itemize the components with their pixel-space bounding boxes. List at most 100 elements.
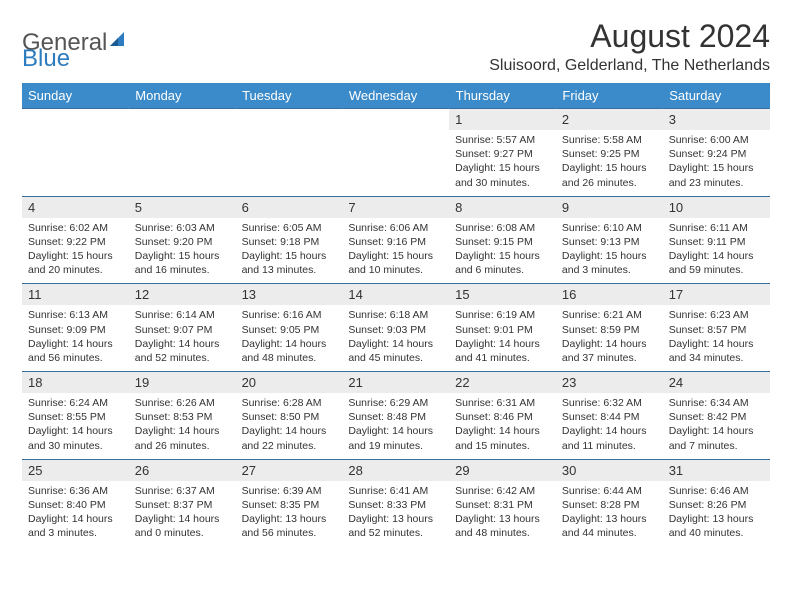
day-number-cell: 28 xyxy=(342,459,449,481)
sunrise-text: Sunrise: 6:24 AM xyxy=(28,396,123,410)
day-number-cell: 24 xyxy=(663,372,770,394)
day-number-cell: 8 xyxy=(449,196,556,218)
day-number-cell: 5 xyxy=(129,196,236,218)
daylight-text-2: and 59 minutes. xyxy=(669,263,764,277)
day-number-cell: 29 xyxy=(449,459,556,481)
day-content-cell: Sunrise: 6:23 AMSunset: 8:57 PMDaylight:… xyxy=(663,305,770,371)
day-content-cell: Sunrise: 5:57 AMSunset: 9:27 PMDaylight:… xyxy=(449,130,556,196)
sunset-text: Sunset: 9:24 PM xyxy=(669,147,764,161)
daylight-text-1: Daylight: 13 hours xyxy=(242,512,337,526)
daylight-text-1: Daylight: 14 hours xyxy=(242,424,337,438)
sunset-text: Sunset: 8:50 PM xyxy=(242,410,337,424)
daylight-text-2: and 19 minutes. xyxy=(348,439,443,453)
daylight-text-2: and 26 minutes. xyxy=(562,176,657,190)
day-number-cell: 10 xyxy=(663,196,770,218)
daylight-text-2: and 30 minutes. xyxy=(455,176,550,190)
day-number-cell: 31 xyxy=(663,459,770,481)
sunset-text: Sunset: 8:40 PM xyxy=(28,498,123,512)
daylight-text-2: and 22 minutes. xyxy=(242,439,337,453)
day-content-cell xyxy=(22,130,129,196)
daylight-text-2: and 3 minutes. xyxy=(562,263,657,277)
calendar-page: General August 2024 Sluisoord, Gelderlan… xyxy=(0,0,792,565)
day-number-cell: 18 xyxy=(22,372,129,394)
day-content-cell: Sunrise: 6:44 AMSunset: 8:28 PMDaylight:… xyxy=(556,481,663,547)
daylight-text-1: Daylight: 15 hours xyxy=(455,249,550,263)
day-content-cell: Sunrise: 6:21 AMSunset: 8:59 PMDaylight:… xyxy=(556,305,663,371)
sunrise-text: Sunrise: 6:14 AM xyxy=(135,308,230,322)
day-content-cell: Sunrise: 6:37 AMSunset: 8:37 PMDaylight:… xyxy=(129,481,236,547)
day-content-cell: Sunrise: 6:11 AMSunset: 9:11 PMDaylight:… xyxy=(663,218,770,284)
sunrise-text: Sunrise: 6:31 AM xyxy=(455,396,550,410)
day-content-cell: Sunrise: 6:31 AMSunset: 8:46 PMDaylight:… xyxy=(449,393,556,459)
location: Sluisoord, Gelderland, The Netherlands xyxy=(489,57,770,75)
day-number-cell: 16 xyxy=(556,284,663,306)
logo-text-blue: Blue xyxy=(22,45,70,73)
daylight-text-2: and 23 minutes. xyxy=(669,176,764,190)
day-number-cell: 4 xyxy=(22,196,129,218)
daylight-text-1: Daylight: 15 hours xyxy=(562,249,657,263)
sunrise-text: Sunrise: 6:10 AM xyxy=(562,221,657,235)
daylight-text-2: and 11 minutes. xyxy=(562,439,657,453)
day-number-cell: 20 xyxy=(236,372,343,394)
day-number-row: 18192021222324 xyxy=(22,372,770,394)
sunset-text: Sunset: 9:16 PM xyxy=(348,235,443,249)
weekday-header: Thursday xyxy=(449,83,556,109)
daylight-text-1: Daylight: 14 hours xyxy=(669,337,764,351)
day-number-cell: 7 xyxy=(342,196,449,218)
daylight-text-2: and 10 minutes. xyxy=(348,263,443,277)
sunset-text: Sunset: 8:57 PM xyxy=(669,323,764,337)
daylight-text-1: Daylight: 14 hours xyxy=(348,337,443,351)
sunrise-text: Sunrise: 6:37 AM xyxy=(135,484,230,498)
sunset-text: Sunset: 9:20 PM xyxy=(135,235,230,249)
sunset-text: Sunset: 9:01 PM xyxy=(455,323,550,337)
daylight-text-1: Daylight: 15 hours xyxy=(28,249,123,263)
month-title: August 2024 xyxy=(489,18,770,55)
daylight-text-1: Daylight: 14 hours xyxy=(28,337,123,351)
day-number-cell: 30 xyxy=(556,459,663,481)
day-content-cell: Sunrise: 6:06 AMSunset: 9:16 PMDaylight:… xyxy=(342,218,449,284)
daylight-text-2: and 40 minutes. xyxy=(669,526,764,540)
weekday-header: Monday xyxy=(129,83,236,109)
sunrise-text: Sunrise: 6:39 AM xyxy=(242,484,337,498)
daylight-text-2: and 44 minutes. xyxy=(562,526,657,540)
daylight-text-1: Daylight: 15 hours xyxy=(562,161,657,175)
day-number-cell xyxy=(129,109,236,131)
day-content-cell: Sunrise: 6:14 AMSunset: 9:07 PMDaylight:… xyxy=(129,305,236,371)
daylight-text-2: and 20 minutes. xyxy=(28,263,123,277)
daylight-text-1: Daylight: 15 hours xyxy=(455,161,550,175)
daylight-text-1: Daylight: 15 hours xyxy=(242,249,337,263)
day-content-cell: Sunrise: 6:03 AMSunset: 9:20 PMDaylight:… xyxy=(129,218,236,284)
weekday-header: Saturday xyxy=(663,83,770,109)
daylight-text-2: and 13 minutes. xyxy=(242,263,337,277)
sunrise-text: Sunrise: 6:13 AM xyxy=(28,308,123,322)
day-number-cell: 27 xyxy=(236,459,343,481)
sunset-text: Sunset: 9:18 PM xyxy=(242,235,337,249)
day-content-cell: Sunrise: 6:18 AMSunset: 9:03 PMDaylight:… xyxy=(342,305,449,371)
sunrise-text: Sunrise: 6:41 AM xyxy=(348,484,443,498)
day-number-cell: 14 xyxy=(342,284,449,306)
sunrise-text: Sunrise: 6:21 AM xyxy=(562,308,657,322)
sunset-text: Sunset: 8:42 PM xyxy=(669,410,764,424)
sunset-text: Sunset: 9:25 PM xyxy=(562,147,657,161)
sunrise-text: Sunrise: 6:05 AM xyxy=(242,221,337,235)
daylight-text-2: and 48 minutes. xyxy=(242,351,337,365)
day-content-cell: Sunrise: 6:42 AMSunset: 8:31 PMDaylight:… xyxy=(449,481,556,547)
day-number-cell: 17 xyxy=(663,284,770,306)
sunrise-text: Sunrise: 6:34 AM xyxy=(669,396,764,410)
sunrise-text: Sunrise: 6:00 AM xyxy=(669,133,764,147)
daylight-text-1: Daylight: 15 hours xyxy=(669,161,764,175)
weekday-header: Friday xyxy=(556,83,663,109)
day-number-row: 123 xyxy=(22,109,770,131)
day-content-cell: Sunrise: 6:34 AMSunset: 8:42 PMDaylight:… xyxy=(663,393,770,459)
daylight-text-2: and 37 minutes. xyxy=(562,351,657,365)
daylight-text-1: Daylight: 14 hours xyxy=(135,512,230,526)
sunrise-text: Sunrise: 6:26 AM xyxy=(135,396,230,410)
daylight-text-1: Daylight: 14 hours xyxy=(348,424,443,438)
day-number-cell xyxy=(342,109,449,131)
sunset-text: Sunset: 9:07 PM xyxy=(135,323,230,337)
daylight-text-2: and 30 minutes. xyxy=(28,439,123,453)
daylight-text-2: and 48 minutes. xyxy=(455,526,550,540)
sunset-text: Sunset: 8:53 PM xyxy=(135,410,230,424)
daylight-text-2: and 6 minutes. xyxy=(455,263,550,277)
sunset-text: Sunset: 8:55 PM xyxy=(28,410,123,424)
